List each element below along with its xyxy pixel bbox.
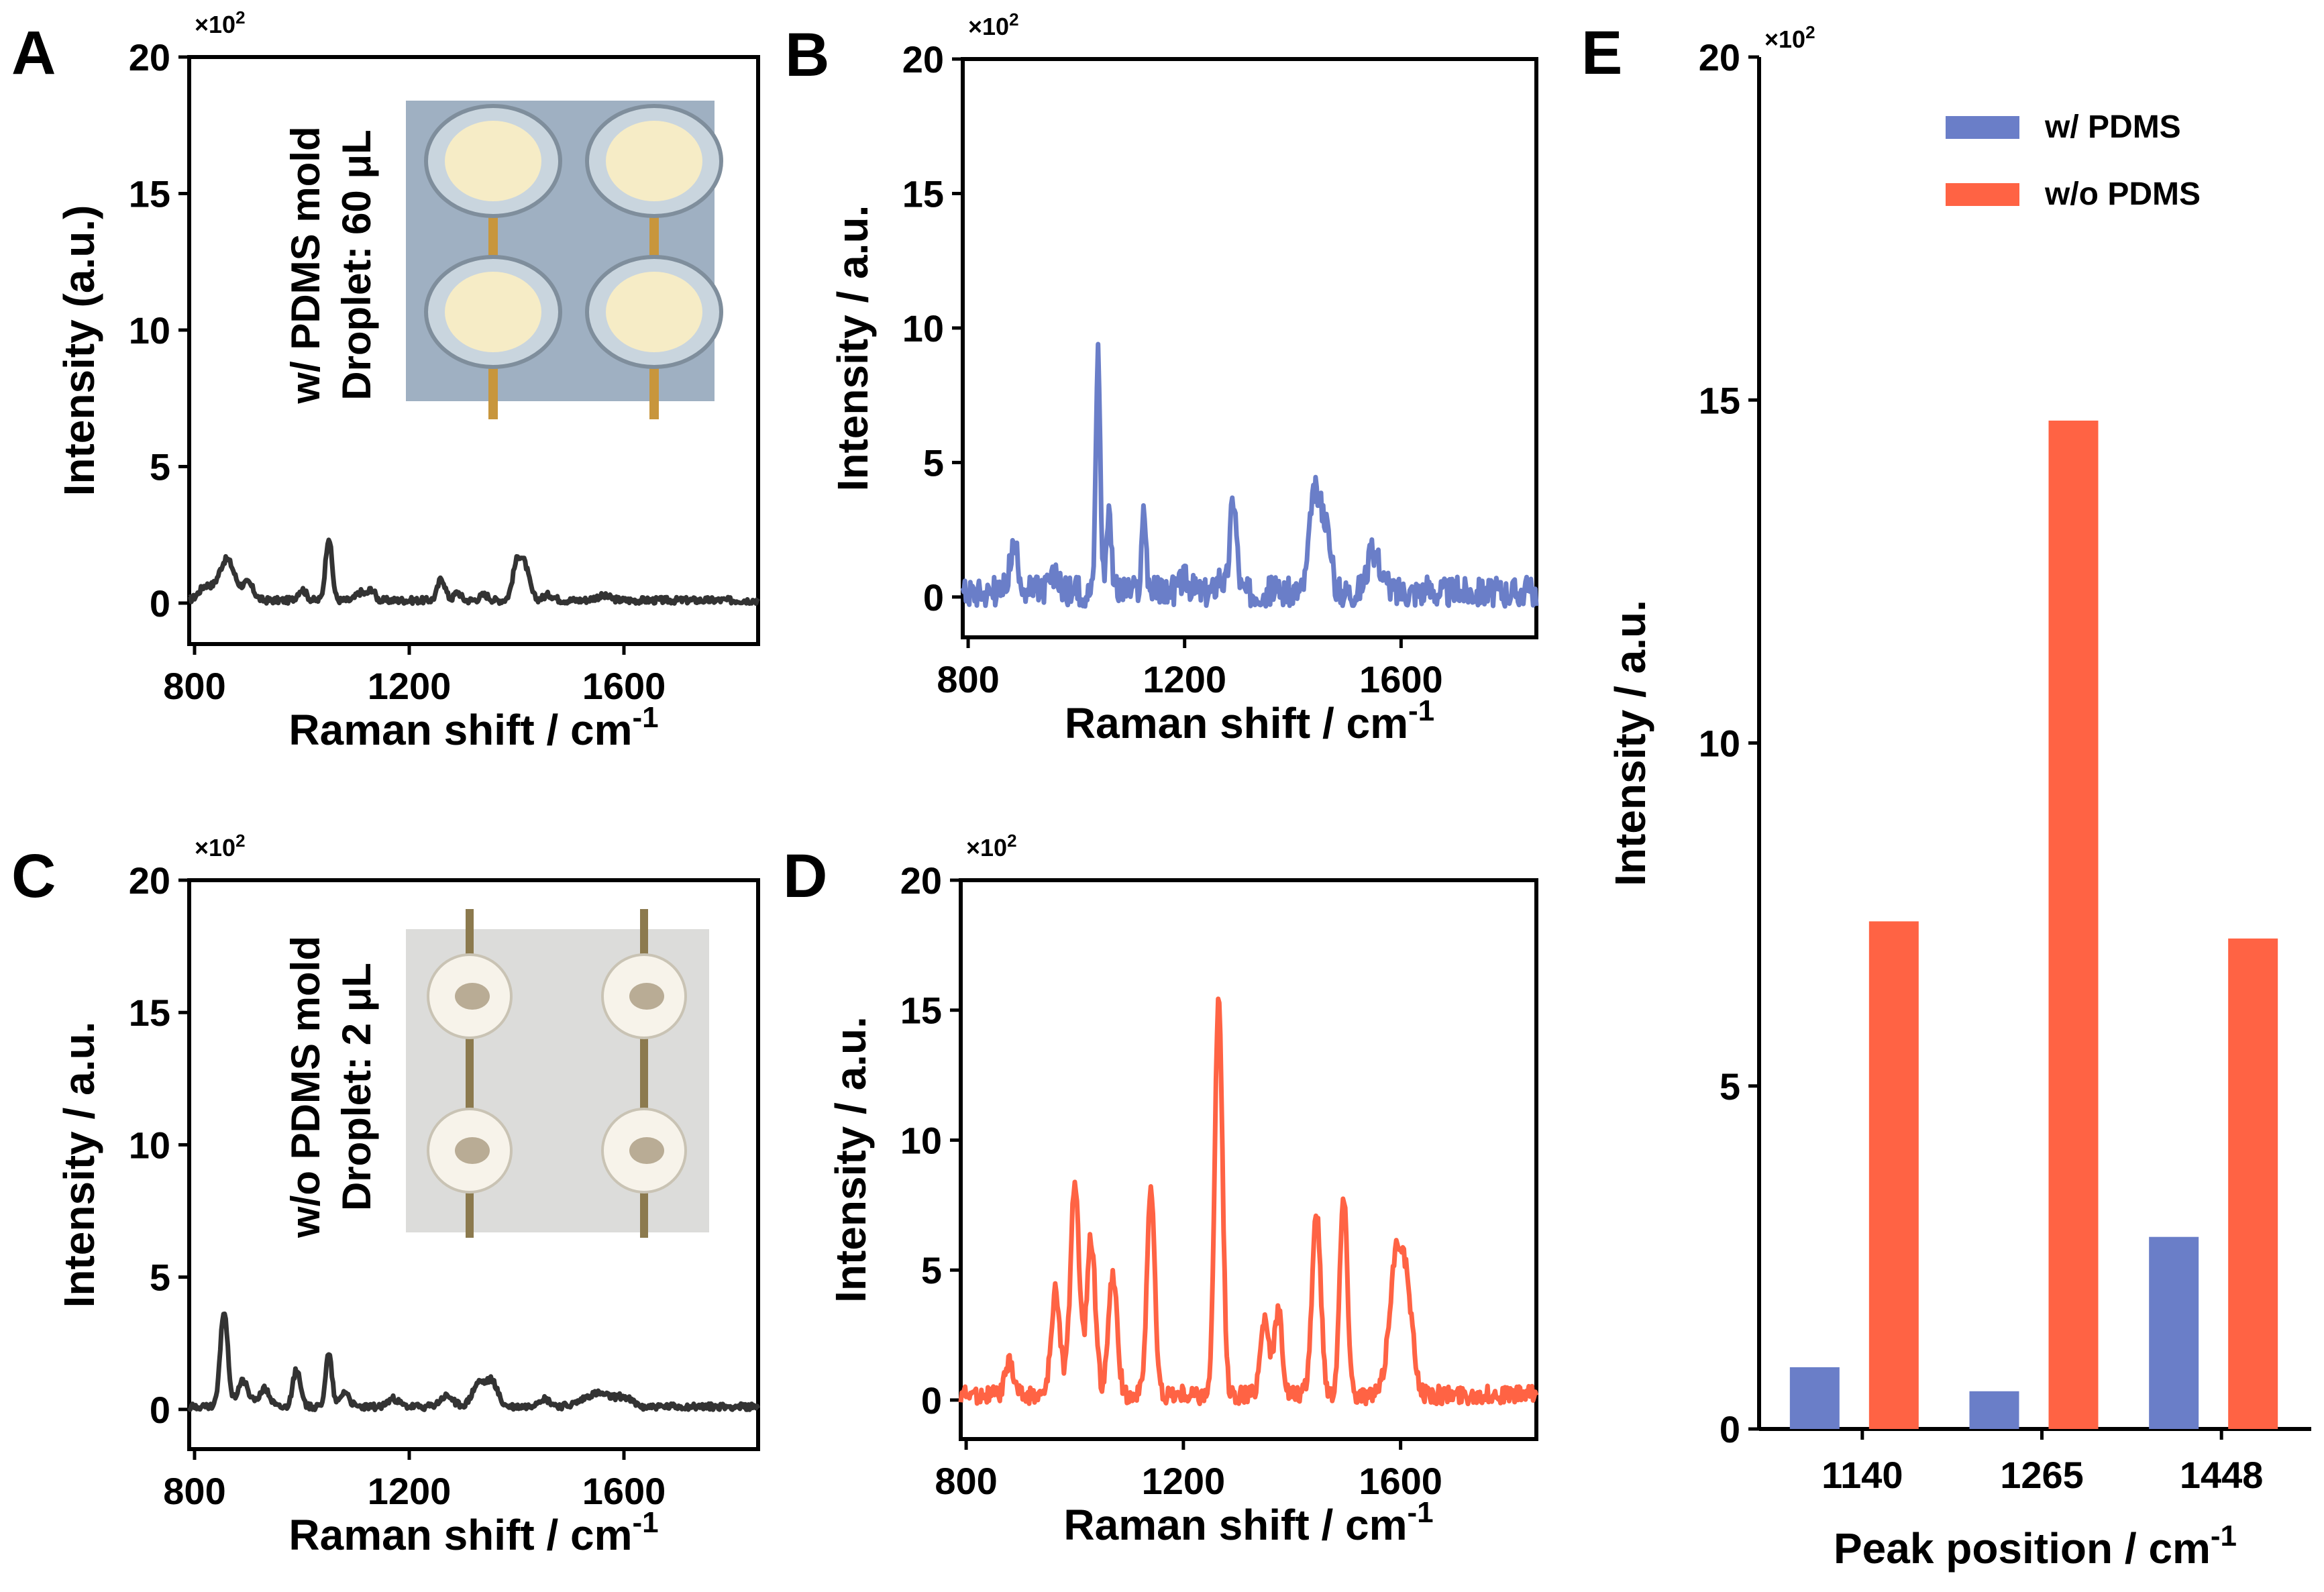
- x-tick-label: 1600: [1359, 658, 1443, 700]
- y-multiplier: ×102: [1764, 22, 1815, 53]
- x-tick-label: 800: [163, 1470, 225, 1512]
- inset-label-line1: w/ PDMS mold: [283, 126, 328, 404]
- y-axis-label: Intensity / a.u.: [55, 1022, 103, 1308]
- panel-e: 0 5 10 15 20 ×102 1140 1265 1448 w/ PDMS w/o PDMS P…: [1581, 19, 2311, 1573]
- x-tick-label: 1200: [1142, 1460, 1226, 1502]
- panel-letter: D: [783, 842, 827, 910]
- panel-c: 0 5 10 15 20 800 1200 1600 ×102 Raman shift / cm-…: [11, 831, 761, 1559]
- x-axis-label: Raman shift / cm-1: [288, 1506, 658, 1559]
- y-tick-label: 20: [129, 36, 170, 78]
- electrode-pad: [445, 121, 541, 201]
- y-tick-label: 5: [921, 1249, 942, 1291]
- x-tick-label: 1200: [1143, 658, 1226, 700]
- electrode-pad: [445, 272, 541, 352]
- y-tick-label: 5: [150, 445, 170, 488]
- y-tick-label: 15: [129, 172, 170, 215]
- bar-without-pdms-1140: [1868, 921, 1919, 1429]
- spectrum-line: [958, 996, 1539, 1407]
- spectrum-line: [960, 341, 1539, 609]
- panel-letter: A: [11, 19, 56, 87]
- droplet: [455, 983, 490, 1010]
- y-tick-label: 10: [902, 307, 944, 350]
- bar-with-pdms-1265: [1969, 1391, 2019, 1429]
- plot-frame: [959, 878, 1538, 1441]
- y-tick-label: 5: [1720, 1065, 1740, 1108]
- bar-with-pdms-1140: [1789, 1367, 1840, 1429]
- y-axis-label: Intensity (a.u.): [55, 205, 103, 496]
- panel-letter: B: [785, 21, 829, 89]
- x-tick-label: 800: [163, 665, 225, 707]
- bar-without-pdms-1448: [2228, 938, 2278, 1429]
- legend-swatch: [1946, 116, 2019, 139]
- y-axis-label: Intensity / a.u.: [827, 1016, 875, 1303]
- y-tick-label: 0: [150, 582, 170, 625]
- y-tick-label: 20: [900, 859, 942, 902]
- y-tick-label: 10: [129, 309, 170, 352]
- y-multiplier: ×102: [966, 831, 1017, 861]
- legend-label: w/ PDMS: [2044, 109, 2181, 145]
- plot-frame: [187, 878, 760, 1451]
- bar-without-pdms-1265: [2048, 420, 2099, 1429]
- y-tick-label: 0: [1720, 1408, 1740, 1450]
- inset-photo: [406, 101, 723, 419]
- inset-label-line2: Droplet: 60 μL: [334, 129, 379, 400]
- spectrum-line: [187, 1311, 761, 1412]
- panel-b: 0 5 10 15 20 800 1200 1600 ×102 Raman shift / cm-…: [785, 9, 1539, 747]
- y-tick-label: 0: [921, 1379, 942, 1422]
- droplet: [629, 983, 664, 1010]
- y-axis-label: Intensity / a.u.: [829, 205, 877, 492]
- y-multiplier: ×102: [968, 9, 1019, 40]
- plot-frame: [187, 55, 760, 646]
- x-axis-label: Raman shift / cm-1: [288, 701, 658, 754]
- y-tick-label: 20: [902, 38, 944, 81]
- y-tick-label: 0: [150, 1389, 170, 1431]
- inset-photo: [406, 909, 709, 1238]
- electrode-pad: [606, 272, 702, 352]
- panel-letter: C: [11, 842, 56, 910]
- y-tick-label: 10: [900, 1119, 942, 1161]
- y-tick-label: 15: [900, 990, 942, 1032]
- y-tick-label: 5: [150, 1257, 170, 1299]
- x-tick-label: 1448: [2180, 1454, 2264, 1496]
- y-tick-label: 20: [1699, 36, 1740, 78]
- y-tick-label: 10: [129, 1124, 170, 1166]
- y-tick-label: 15: [1699, 379, 1740, 421]
- y-tick-label: 0: [923, 576, 944, 619]
- x-axis-label: Raman shift / cm-1: [1063, 1496, 1433, 1549]
- plot-frame: [961, 57, 1538, 639]
- droplet: [455, 1137, 490, 1164]
- panel-d: 0 5 10 15 20 800 1200 1600 ×102 Raman shift / cm-…: [783, 831, 1539, 1549]
- x-tick-label: 1265: [2000, 1454, 2084, 1496]
- bar-with-pdms-1448: [2149, 1236, 2199, 1429]
- y-tick-label: 15: [129, 992, 170, 1034]
- x-axis-label: Raman shift / cm-1: [1065, 694, 1434, 747]
- y-multiplier: ×102: [195, 7, 246, 38]
- x-tick-label: 1200: [368, 1470, 452, 1512]
- y-tick-label: 5: [923, 441, 944, 484]
- legend-label: w/o PDMS: [2044, 176, 2201, 212]
- x-axis-label: Peak position / cm-1: [1834, 1520, 2237, 1573]
- y-tick-label: 15: [902, 172, 944, 215]
- panel-a: 0 5 10 15 20 800 1200 1600 ×102 Raman shift / cm-…: [11, 7, 760, 754]
- y-tick-label: 10: [1699, 723, 1740, 765]
- inset-label-line2: Droplet: 2 μL: [334, 963, 379, 1211]
- x-tick-label: 1140: [1821, 1454, 1903, 1496]
- x-tick-label: 1600: [582, 1470, 666, 1512]
- x-tick-label: 1600: [1359, 1460, 1442, 1502]
- y-tick-label: 20: [129, 859, 170, 902]
- x-tick-label: 1200: [368, 665, 452, 707]
- y-axis-label: Intensity / a.u.: [1606, 600, 1654, 886]
- spectrum-line: [188, 537, 760, 606]
- electrode-pad: [606, 121, 702, 201]
- x-tick-label: 800: [935, 1460, 997, 1502]
- droplet: [629, 1137, 664, 1164]
- y-multiplier: ×102: [195, 831, 246, 861]
- x-tick-label: 800: [937, 658, 999, 700]
- inset-label-line1: w/o PDMS mold: [283, 936, 328, 1238]
- x-tick-label: 1600: [582, 665, 666, 707]
- legend-swatch: [1946, 183, 2019, 206]
- panel-letter: E: [1581, 19, 1622, 87]
